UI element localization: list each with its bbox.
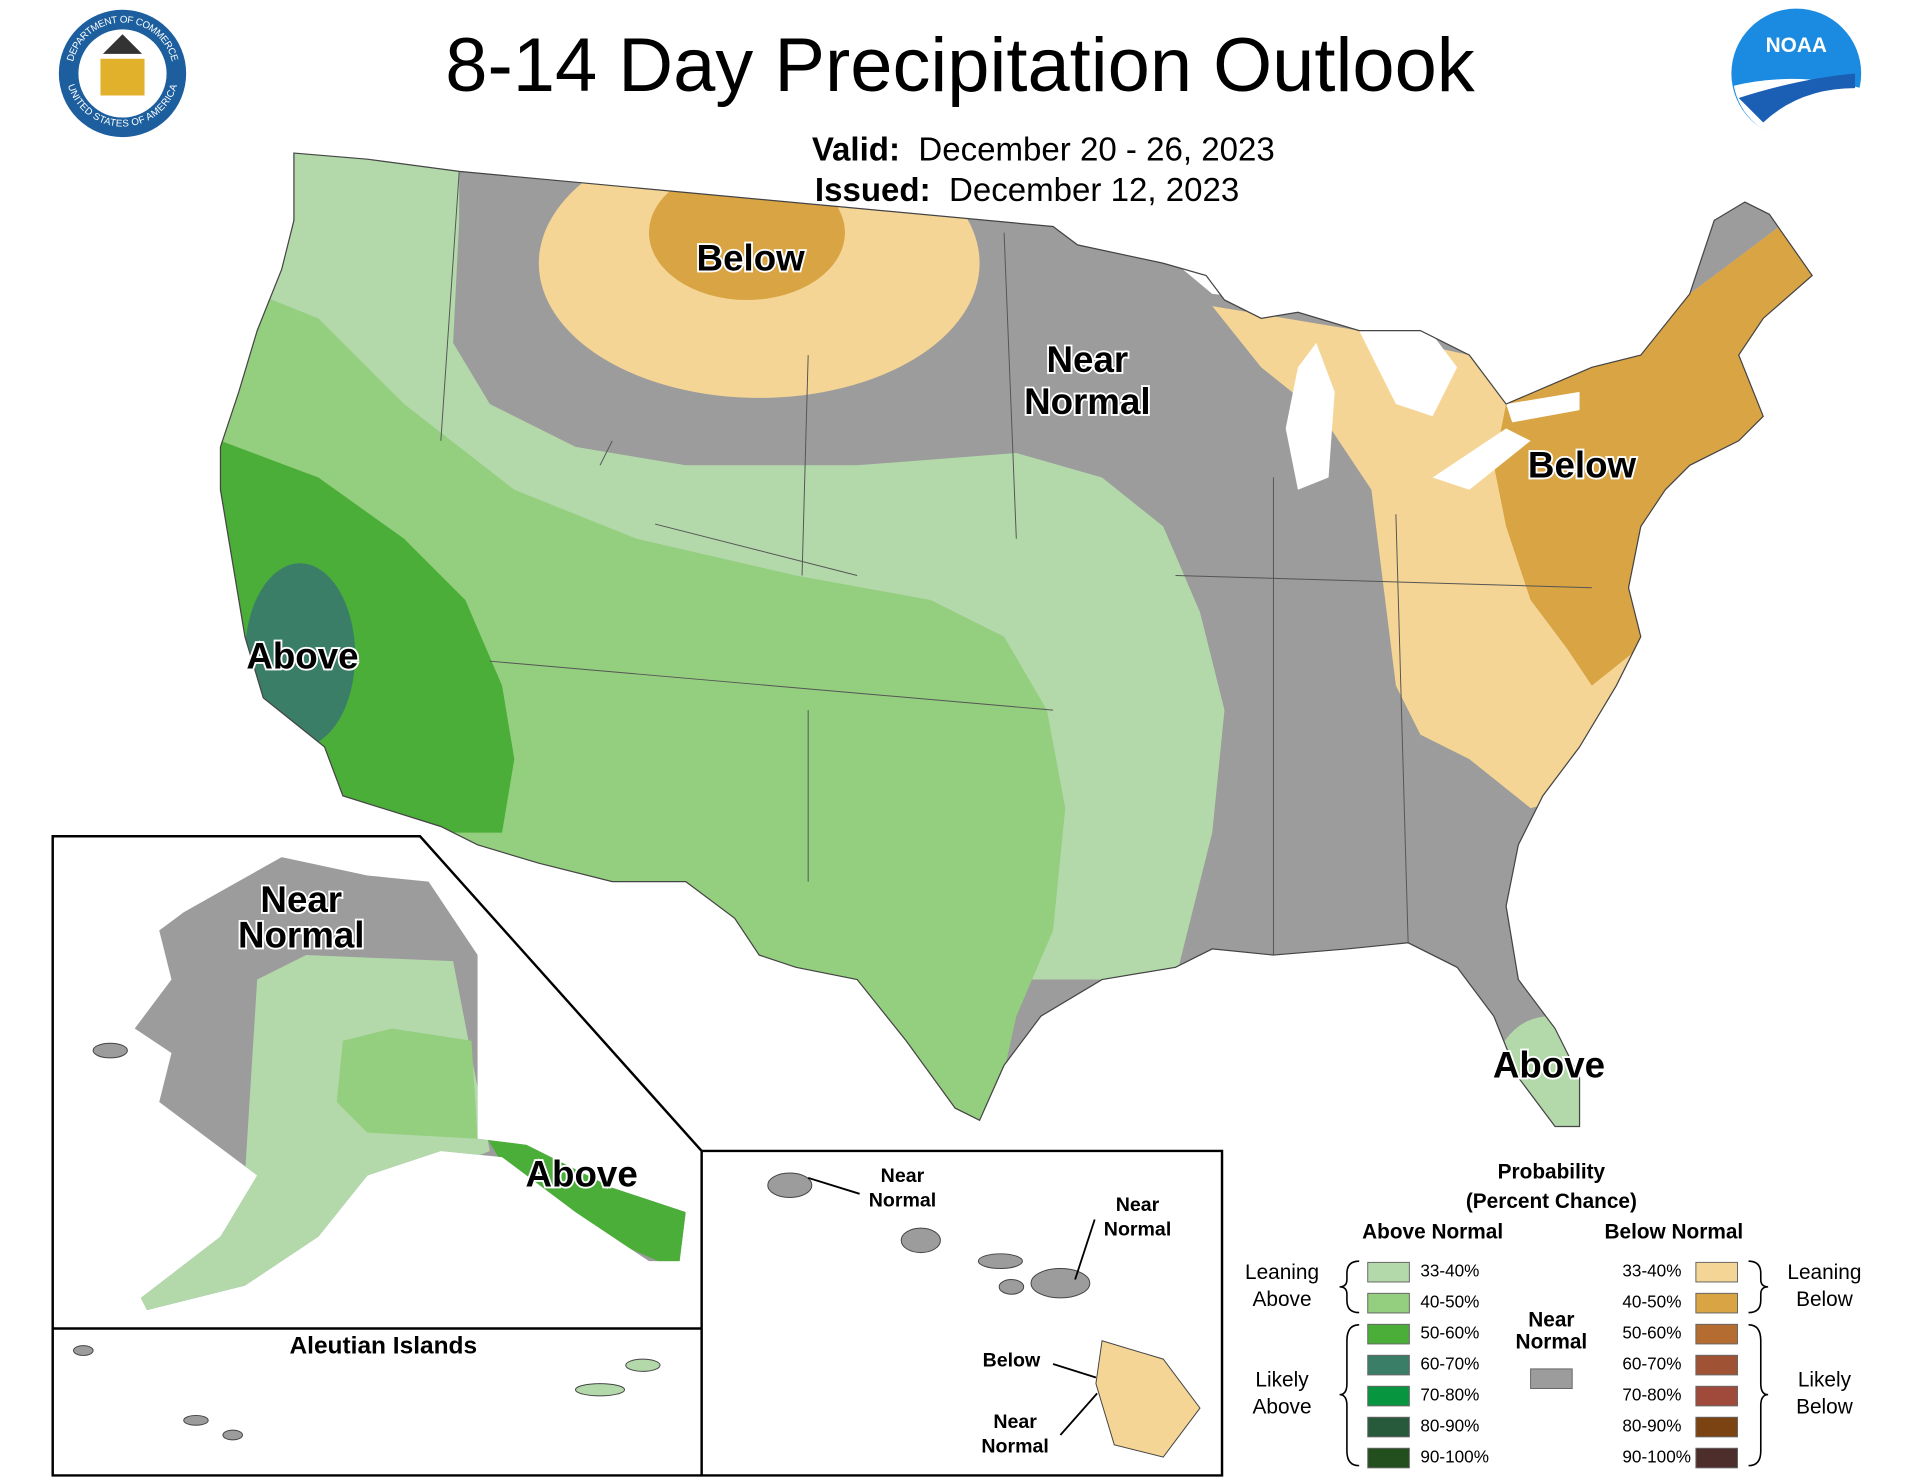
legend-swatch <box>1695 1416 1738 1438</box>
legend-range: 33-40% <box>1420 1261 1479 1281</box>
issued-label: Issued: <box>815 172 931 209</box>
region-label: Normal <box>1024 381 1151 422</box>
legend-swatch <box>1695 1292 1738 1314</box>
region-label: Above <box>246 635 358 676</box>
legend-group: Leaning <box>1787 1261 1861 1284</box>
region-label: Near <box>993 1411 1037 1433</box>
region-label: Normal <box>981 1435 1048 1457</box>
region-label: Normal <box>238 915 365 956</box>
legend-title: (Percent Chance) <box>1466 1190 1637 1213</box>
legend-range: 40-50% <box>1622 1292 1681 1312</box>
legend-swatch <box>1695 1323 1738 1345</box>
legend-swatch <box>1367 1416 1410 1438</box>
conus-outline <box>219 152 1814 1128</box>
legend-swatch <box>1695 1385 1738 1407</box>
legend-group: Above <box>1253 1288 1312 1311</box>
aleutian-title: Aleutian Islands <box>289 1332 477 1359</box>
valid-label: Valid: <box>812 132 900 169</box>
legend-swatch <box>1367 1323 1410 1345</box>
legend-range: 90-100% <box>1420 1447 1489 1467</box>
legend-range: 50-60% <box>1420 1323 1479 1343</box>
legend-swatch <box>1367 1354 1410 1376</box>
region-label: Near <box>881 1165 925 1187</box>
region-label: Below <box>983 1350 1041 1372</box>
legend-swatch <box>1367 1292 1410 1314</box>
issued-date: December 12, 2023 <box>949 172 1239 209</box>
legend-group: Leaning <box>1245 1261 1319 1284</box>
region-labels: BelowNearNormalBelowAboveAboveNearNormal… <box>236 236 1638 1459</box>
legend-range: 60-70% <box>1622 1354 1681 1374</box>
legend-group: Near <box>1528 1309 1574 1332</box>
legend-range: 33-40% <box>1622 1261 1681 1281</box>
region-label: Below <box>697 238 806 279</box>
noaa-text: NOAA <box>1766 34 1827 57</box>
legend-swatch <box>1695 1261 1738 1283</box>
region-label: Normal <box>1104 1219 1171 1241</box>
legend-group: Likely <box>1255 1369 1309 1392</box>
legend-range: 60-70% <box>1420 1354 1479 1374</box>
title: 8-14 Day Precipitation Outlook <box>445 23 1476 108</box>
legend-range: 70-80% <box>1622 1385 1681 1405</box>
legend-range: 70-80% <box>1420 1385 1479 1405</box>
seal: DEPARTMENT OF COMMERCE UNITED STATES OF … <box>58 9 187 138</box>
legend-range: 40-50% <box>1420 1292 1479 1312</box>
legend-swatch <box>1695 1447 1738 1469</box>
legend-swatch <box>1695 1354 1738 1376</box>
leader-lines <box>807 1177 1098 1436</box>
legend-swatch <box>1367 1385 1410 1407</box>
region-label: Near <box>1116 1194 1160 1216</box>
legend-swatch <box>1530 1368 1573 1389</box>
region-label: Below <box>1528 444 1637 485</box>
legend-heading: Above Normal <box>1362 1220 1503 1243</box>
valid-dates: December 20 - 26, 2023 <box>918 132 1274 169</box>
region-label: Normal <box>869 1189 936 1211</box>
islands <box>73 1042 1201 1458</box>
noaa-logo: NOAA <box>1731 8 1862 140</box>
legend-range: 80-90% <box>1420 1416 1479 1436</box>
legend-group: Normal <box>1516 1331 1588 1354</box>
legend-group: Likely <box>1798 1369 1852 1392</box>
legend-swatch <box>1367 1447 1410 1469</box>
legend-title: Probability <box>1498 1160 1606 1183</box>
legend-heading: Below Normal <box>1604 1220 1743 1243</box>
legend-braces <box>1339 1260 1769 1467</box>
legend-swatch <box>1367 1261 1410 1283</box>
legend-range: 90-100% <box>1622 1447 1691 1467</box>
region-label: Above <box>526 1153 638 1194</box>
legend-group: Above <box>1253 1396 1312 1419</box>
region-label: Above <box>1493 1044 1605 1085</box>
legend-range: 80-90% <box>1622 1416 1681 1436</box>
legend-group: Below <box>1796 1396 1854 1419</box>
region-label: Near <box>260 879 342 920</box>
legend: Probability (Percent Chance) Above Norma… <box>1245 1160 1861 1469</box>
legend-range: 50-60% <box>1622 1323 1681 1343</box>
legend-group: Below <box>1796 1288 1854 1311</box>
region-label: Near <box>1047 339 1129 380</box>
